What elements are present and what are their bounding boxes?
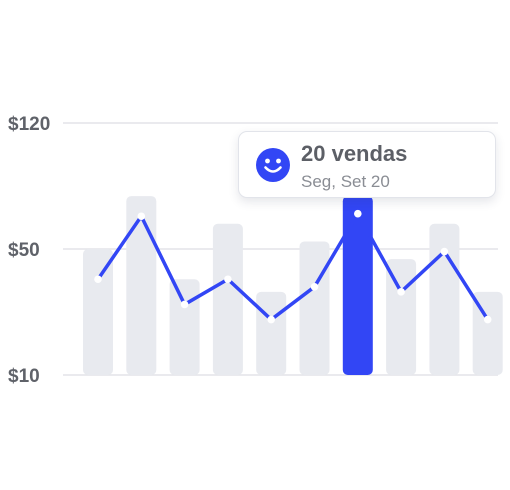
line-point — [483, 315, 492, 324]
line-point — [137, 212, 146, 221]
tooltip-title: 20 vendas — [301, 141, 408, 166]
bar — [126, 196, 157, 375]
bar — [386, 259, 417, 375]
line-point — [310, 283, 319, 291]
line-point — [354, 209, 362, 218]
bar-highlighted — [342, 196, 373, 375]
bar — [299, 241, 330, 375]
line-point — [180, 300, 189, 309]
bar — [429, 223, 460, 375]
line-point — [440, 247, 449, 256]
tooltip-subtitle: Seg, Set 20 — [301, 172, 390, 191]
bar — [212, 223, 243, 375]
line-point — [224, 275, 232, 284]
y-tick-label: $120 — [8, 114, 50, 135]
line-point — [397, 288, 405, 296]
y-tick-label: $50 — [8, 240, 40, 261]
tooltip: 20 vendas Seg, Set 20 — [238, 131, 496, 198]
bar — [472, 291, 503, 375]
bar — [256, 291, 287, 375]
y-tick-label: $10 — [8, 366, 40, 387]
bar — [169, 279, 200, 375]
smiley-icon — [256, 148, 290, 182]
bar — [83, 249, 113, 375]
line-point — [94, 275, 102, 284]
line-point — [267, 315, 276, 324]
series-line — [96, 211, 490, 322]
